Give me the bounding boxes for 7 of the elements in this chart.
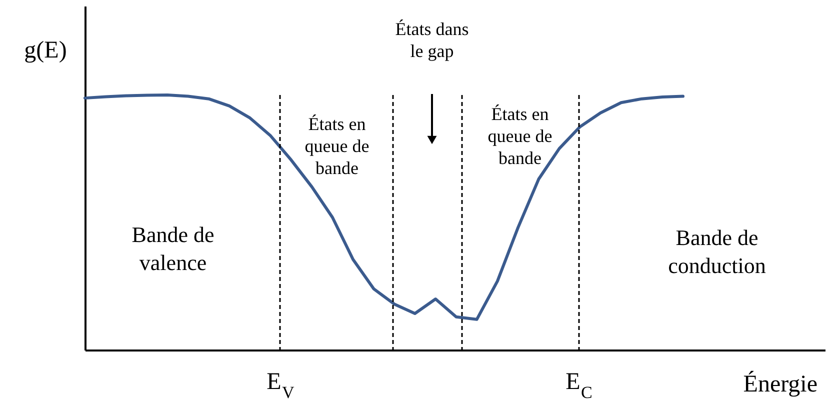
annotation: États en queue de bande [488, 104, 552, 168]
annotation: États en queue de bande [304, 114, 370, 178]
y-axis-title: g(E) [24, 38, 67, 64]
text: États dans le gap [395, 19, 469, 61]
x-axis-title: Énergie [743, 370, 818, 398]
annotation: Bande de conduction [668, 225, 766, 278]
annotation: Bande de valence [132, 222, 214, 275]
